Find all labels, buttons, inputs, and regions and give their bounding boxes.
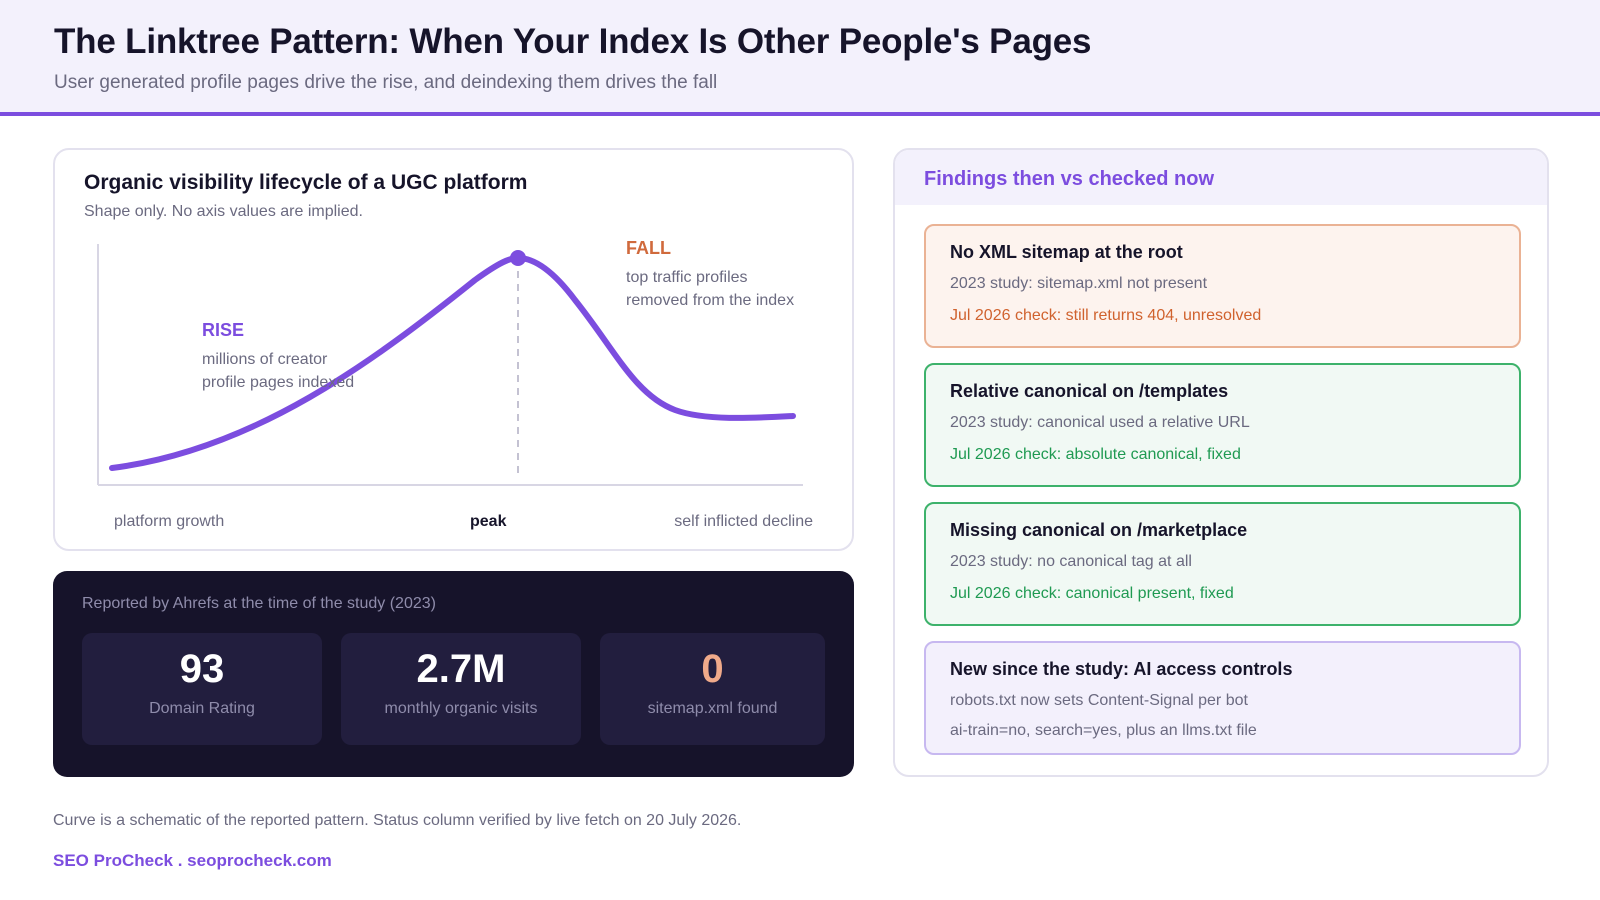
stat-label: monthly organic visits bbox=[384, 700, 538, 717]
page-subtitle: User generated profile pages drive the r… bbox=[54, 72, 718, 93]
findings-heading: Findings then vs checked now bbox=[924, 168, 1215, 190]
chart-title: Organic visibility lifecycle of a UGC pl… bbox=[84, 171, 528, 194]
finding-then: 2023 study: no canonical tag at all bbox=[950, 553, 1192, 570]
finding-card-marketplace: Missing canonical on /marketplace 2023 s… bbox=[924, 502, 1521, 626]
fall-description: top traffic profiles removed from the in… bbox=[626, 266, 794, 312]
footnote: Curve is a schematic of the reported pat… bbox=[53, 812, 742, 829]
finding-now: Jul 2026 check: absolute canonical, fixe… bbox=[950, 446, 1241, 463]
findings-header: Findings then vs checked now bbox=[895, 150, 1547, 205]
stat-value: 93 bbox=[179, 647, 225, 691]
peak-point bbox=[510, 250, 526, 266]
finding-now: Jul 2026 check: still returns 404, unres… bbox=[950, 307, 1262, 324]
rise-label: RISE bbox=[202, 320, 245, 340]
header: The Linktree Pattern: When Your Index Is… bbox=[0, 0, 1600, 116]
lifecycle-chart-card: Organic visibility lifecycle of a UGC pl… bbox=[53, 148, 854, 551]
chart-subtitle: Shape only. No axis values are implied. bbox=[84, 203, 363, 220]
stat-sitemap-found: 0 sitemap.xml found bbox=[600, 633, 825, 745]
finding-now: Jul 2026 check: canonical present, fixed bbox=[950, 585, 1234, 602]
stat-value: 2.7M bbox=[416, 647, 506, 691]
page-title: The Linktree Pattern: When Your Index Is… bbox=[54, 22, 1092, 61]
finding-card-sitemap: No XML sitemap at the root 2023 study: s… bbox=[924, 224, 1521, 348]
finding-then: 2023 study: sitemap.xml not present bbox=[950, 275, 1208, 292]
stat-label: Domain Rating bbox=[149, 700, 255, 717]
stats-panel: Reported by Ahrefs at the time of the st… bbox=[53, 571, 854, 777]
rise-description: millions of creator profile pages indexe… bbox=[202, 348, 354, 394]
finding-then: robots.txt now sets Content-Signal per b… bbox=[950, 692, 1248, 709]
x-tick-label-decline: self inflicted decline bbox=[674, 513, 813, 530]
finding-title: Missing canonical on /marketplace bbox=[950, 520, 1248, 540]
rise-desc-line-1: millions of creator bbox=[202, 351, 328, 368]
fall-label: FALL bbox=[626, 238, 671, 258]
finding-title: Relative canonical on /templates bbox=[950, 381, 1229, 401]
stats-heading: Reported by Ahrefs at the time of the st… bbox=[82, 595, 436, 612]
stat-value: 0 bbox=[701, 647, 724, 691]
fall-desc-line-2: removed from the index bbox=[626, 292, 795, 309]
finding-title: New since the study: AI access controls bbox=[950, 659, 1293, 679]
lifecycle-chart bbox=[97, 244, 803, 486]
finding-card-ai-access: New since the study: AI access controls … bbox=[924, 641, 1521, 755]
findings-panel: Findings then vs checked now No XML site… bbox=[893, 148, 1549, 777]
finding-then: 2023 study: canonical used a relative UR… bbox=[950, 414, 1250, 431]
finding-now: ai-train=no, search=yes, plus an llms.tx… bbox=[950, 722, 1257, 739]
x-tick-label-growth: platform growth bbox=[114, 513, 225, 530]
stat-monthly-visits: 2.7M monthly organic visits bbox=[341, 633, 581, 745]
x-tick-label-peak: peak bbox=[470, 513, 507, 530]
rise-desc-line-2: profile pages indexed bbox=[202, 374, 355, 391]
stat-domain-rating: 93 Domain Rating bbox=[82, 633, 322, 745]
finding-card-templates: Relative canonical on /templates 2023 st… bbox=[924, 363, 1521, 487]
stat-label: sitemap.xml found bbox=[647, 700, 778, 717]
finding-title: No XML sitemap at the root bbox=[950, 242, 1183, 262]
fall-desc-line-1: top traffic profiles bbox=[626, 269, 748, 286]
brand-link[interactable]: SEO ProCheck . seoprocheck.com bbox=[53, 851, 332, 870]
